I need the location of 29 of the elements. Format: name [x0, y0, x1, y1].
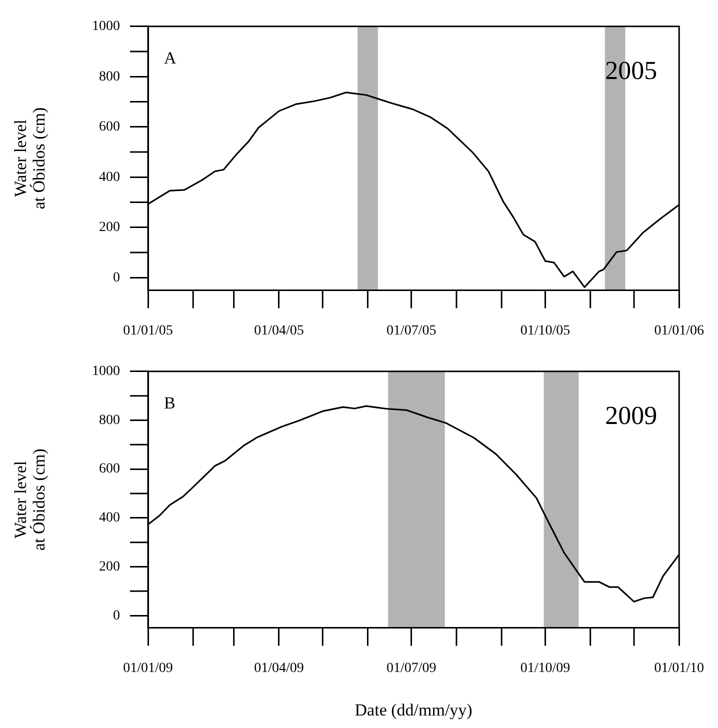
x-tick-label: 01/01/05 [123, 323, 173, 338]
x-tick-label: 01/07/05 [386, 323, 436, 338]
y-axis-title: Water level at Óbidos (cm) [10, 107, 49, 210]
annotation: A [164, 48, 177, 68]
y-tick-label: 800 [99, 412, 120, 428]
annotation: B [164, 393, 176, 412]
y-tick-label: 200 [99, 559, 120, 574]
y-tick-label: 1000 [92, 19, 120, 34]
y-tick-label: 800 [99, 69, 120, 84]
x-axis-title: Date (dd/mm/yy) [354, 700, 472, 720]
x-tick-label: 01/10/09 [520, 660, 570, 676]
y-tick-label: 1000 [92, 364, 120, 380]
y-tick-label: 400 [99, 510, 120, 526]
y-tick-label: 0 [113, 270, 120, 286]
annotation: 2009 [605, 401, 658, 430]
x-tick-label: 01/04/09 [254, 660, 304, 676]
y-tick-label: 600 [99, 462, 120, 477]
x-tick-label: 01/10/05 [520, 323, 570, 338]
y-tick-label: 200 [99, 220, 120, 236]
y-tick-label: 400 [99, 170, 120, 185]
x-tick-label: 01/04/05 [254, 323, 304, 338]
x-tick-label: 01/07/09 [386, 660, 436, 676]
x-tick-label: 01/01/09 [123, 660, 173, 676]
y-tick-label: 600 [99, 120, 120, 135]
y-tick-label: 0 [113, 608, 120, 624]
y-axis-title: Water level at Óbidos (cm) [10, 448, 49, 551]
x-tick-label: 01/01/06 [654, 323, 704, 338]
x-tick-label: 01/01/10 [654, 660, 704, 676]
annotation: 2005 [605, 56, 658, 86]
